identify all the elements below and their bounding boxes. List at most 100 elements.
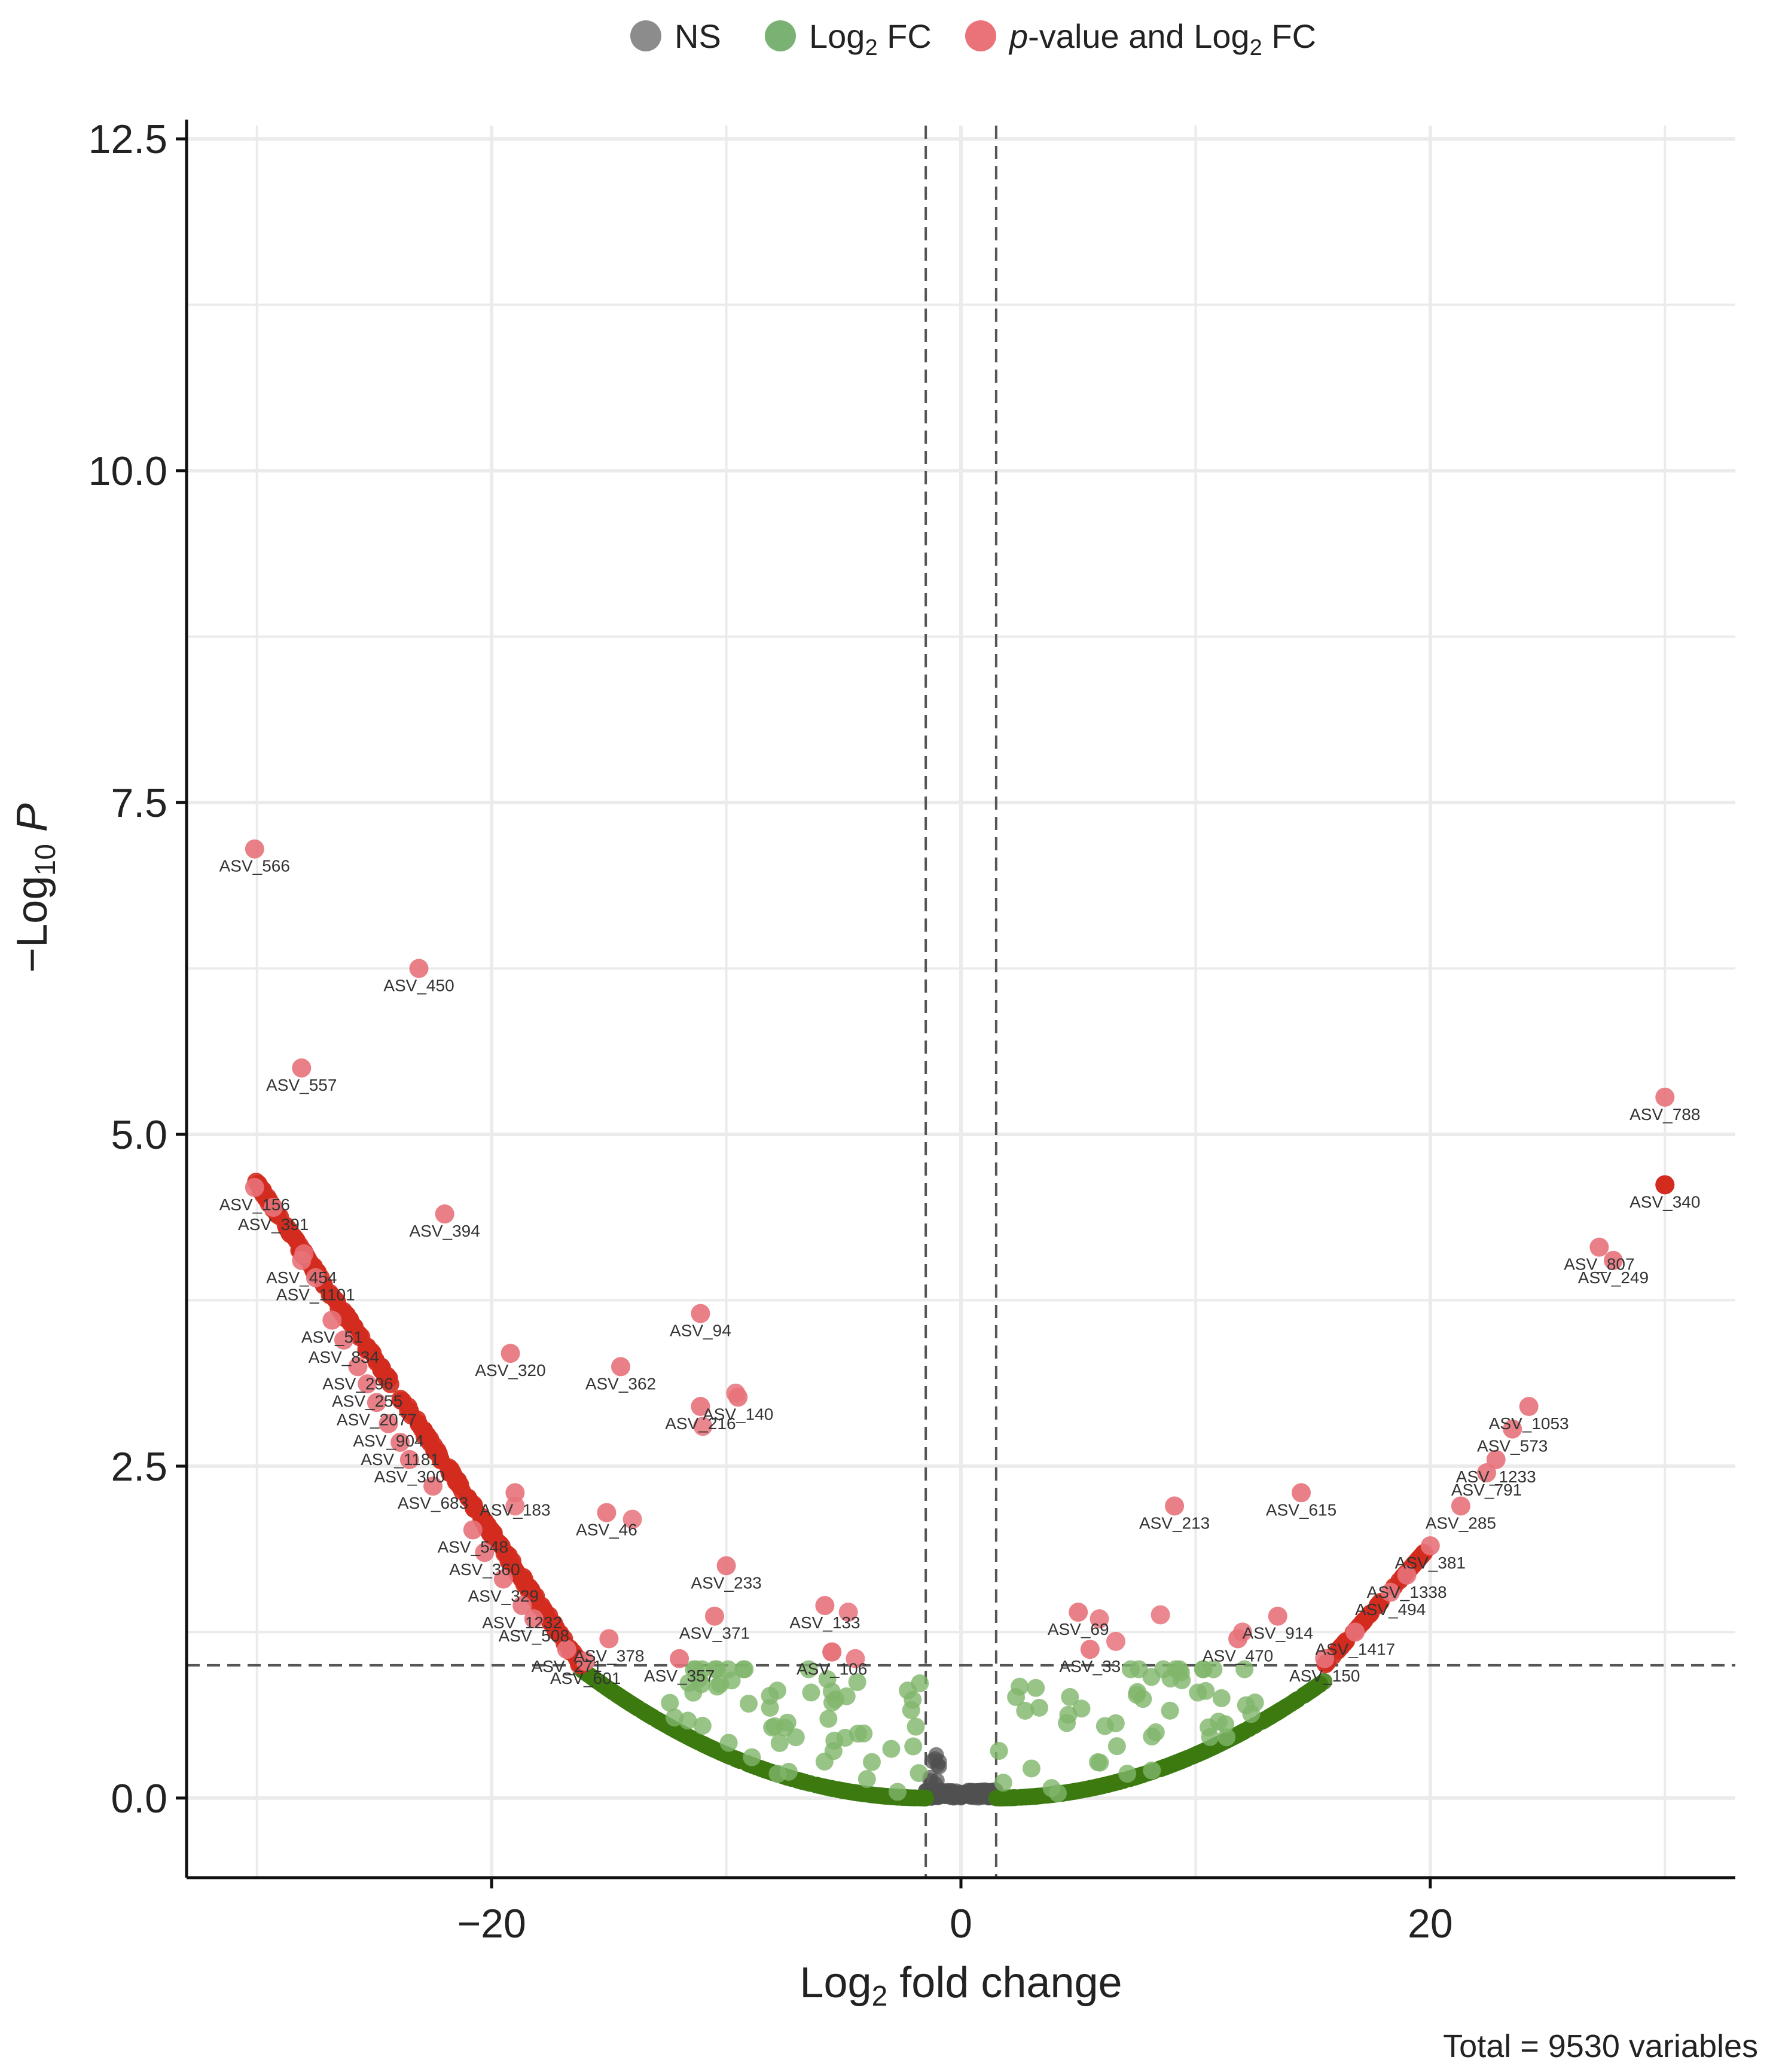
data-points — [245, 839, 1675, 1806]
fc-point — [1194, 1743, 1212, 1760]
significant-point — [441, 1463, 460, 1481]
ns-point — [929, 1772, 945, 1789]
significant-point — [463, 1520, 483, 1540]
fc-point — [1020, 1788, 1037, 1805]
significant-point — [728, 1387, 748, 1407]
fc-point — [848, 1673, 866, 1692]
significant-point — [611, 1357, 630, 1377]
fc-point — [1059, 1705, 1078, 1724]
fc-point — [1212, 1689, 1231, 1707]
significant-point — [334, 1331, 353, 1350]
significant-point — [501, 1344, 520, 1363]
fc-point — [1000, 1789, 1018, 1806]
fc-point — [889, 1783, 907, 1801]
significant-point — [286, 1229, 305, 1248]
significant-point — [323, 1287, 341, 1305]
fc-point — [910, 1764, 928, 1783]
significant-point — [704, 1606, 724, 1626]
fc-point — [740, 1694, 758, 1713]
significant-point — [1486, 1450, 1506, 1469]
legend-label-both: p-value and Log2 FC — [1008, 17, 1316, 60]
significant-point — [693, 1417, 713, 1436]
fc-point — [1016, 1701, 1035, 1720]
significant-point — [430, 1445, 448, 1463]
fc-point — [1118, 1765, 1137, 1783]
fc-point — [1134, 1690, 1152, 1708]
ns-point — [945, 1790, 962, 1806]
fc-point — [1091, 1753, 1109, 1772]
fc-point — [902, 1701, 920, 1719]
significant-point — [399, 1450, 419, 1469]
significant-point — [822, 1642, 842, 1662]
significant-point — [838, 1603, 858, 1622]
y-axis-title: −Log10 P — [8, 803, 62, 973]
point-label: ASV_362 — [585, 1374, 656, 1393]
fc-point — [1107, 1774, 1124, 1792]
significant-point — [1655, 1175, 1675, 1195]
point-label: ASV_51 — [301, 1328, 363, 1347]
significant-point — [1409, 1550, 1428, 1569]
point-label: ASV_46 — [576, 1521, 637, 1539]
significant-point — [1603, 1250, 1623, 1270]
significant-point — [358, 1374, 377, 1394]
fc-point — [1242, 1705, 1261, 1723]
fc-point — [858, 1770, 876, 1789]
fc-point — [1143, 1761, 1161, 1780]
fc-point — [994, 1774, 1012, 1792]
point-label: ASV_271 — [532, 1657, 602, 1676]
point-label: ASV_183 — [480, 1500, 550, 1519]
y-tick-label: 10.0 — [89, 448, 167, 494]
legend-label-ns: NS — [675, 17, 721, 55]
fc-point — [1197, 1682, 1215, 1700]
significant-point — [306, 1268, 325, 1287]
point-label: ASV_106 — [797, 1660, 867, 1679]
y-tick-label: 7.5 — [111, 780, 167, 826]
fc-point — [907, 1717, 925, 1736]
fc-point — [1161, 1701, 1179, 1720]
point-label: ASV_300 — [374, 1467, 445, 1486]
x-tick-label: −20 — [457, 1901, 526, 1946]
significant-point — [245, 839, 264, 859]
point-label: ASV_255 — [332, 1391, 402, 1410]
significant-point — [557, 1640, 576, 1659]
significant-point — [1381, 1582, 1400, 1602]
y-tick-label: 0.0 — [111, 1776, 167, 1821]
significant-point — [1069, 1603, 1088, 1622]
fc-point — [1027, 1679, 1045, 1697]
x-tick-label: 20 — [1408, 1901, 1453, 1946]
point-label: ASV_285 — [1426, 1513, 1496, 1532]
point-label: ASV_329 — [468, 1587, 539, 1606]
significant-point — [493, 1569, 513, 1589]
significant-point — [505, 1483, 525, 1503]
fc-point — [862, 1753, 881, 1771]
fc-point — [765, 1717, 784, 1735]
significant-point — [292, 1058, 312, 1078]
significant-point — [1477, 1463, 1497, 1482]
fc-point — [905, 1789, 922, 1806]
significant-point — [414, 1421, 433, 1439]
fc-point — [719, 1734, 738, 1752]
point-label: ASV_454 — [266, 1268, 337, 1287]
point-label: ASV_1338 — [1367, 1583, 1447, 1601]
fc-point — [1049, 1784, 1067, 1802]
fc-point — [743, 1748, 761, 1766]
legend: NS Log2 FC p-value and Log2 FC — [630, 17, 1316, 60]
significant-point — [1165, 1496, 1185, 1516]
significant-point — [451, 1477, 469, 1496]
fc-point — [1311, 1676, 1329, 1693]
fc-point — [1201, 1728, 1219, 1746]
significant-point — [390, 1432, 410, 1452]
fc-point — [768, 1765, 787, 1783]
fc-point — [797, 1774, 814, 1791]
significant-point — [524, 1609, 544, 1629]
fc-point — [736, 1660, 754, 1679]
fc-point — [707, 1660, 726, 1679]
significant-point — [1228, 1629, 1248, 1649]
point-label: ASV_1417 — [1315, 1640, 1395, 1658]
significant-point — [1420, 1536, 1440, 1556]
significant-point — [245, 1177, 264, 1197]
significant-point — [515, 1575, 533, 1594]
fc-point — [819, 1710, 838, 1728]
